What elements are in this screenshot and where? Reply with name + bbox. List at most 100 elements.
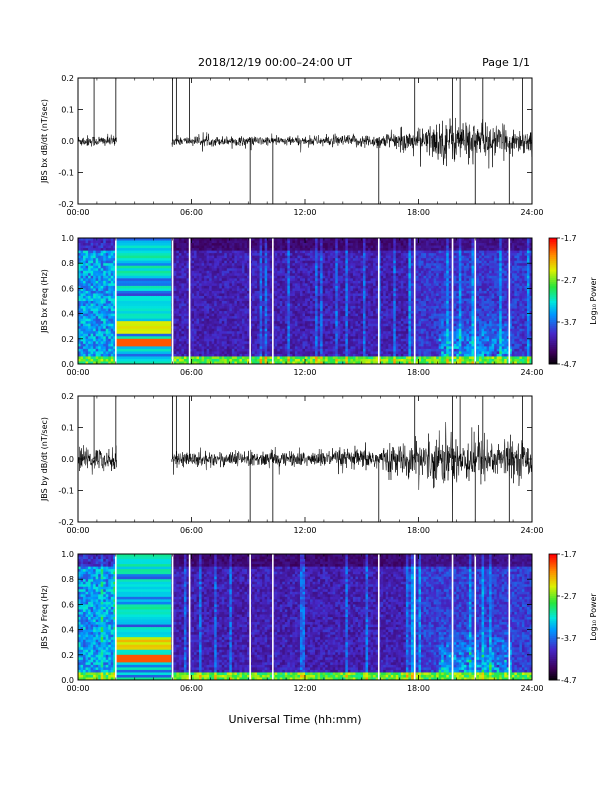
heatmap-cell — [305, 326, 308, 330]
heatmap-cell — [136, 361, 139, 365]
heatmap-cell — [307, 356, 311, 360]
heatmap-cell — [272, 308, 276, 312]
heatmap-cell — [289, 253, 293, 257]
heatmap-cell — [264, 358, 268, 362]
heatmap-cell — [103, 343, 107, 347]
heatmap-cell — [148, 245, 152, 249]
heatmap-cell — [320, 298, 324, 302]
heatmap-cell — [199, 316, 202, 320]
heatmap-cell — [191, 268, 195, 272]
heatmap-cell — [219, 288, 223, 292]
heatmap-cell — [224, 313, 228, 317]
heatmap-cell — [224, 260, 228, 264]
heatmap-cell — [173, 260, 177, 264]
heatmap-cell — [156, 308, 160, 312]
heatmap-cell — [133, 321, 137, 325]
heatmap-cell — [146, 338, 150, 342]
heatmap-cell — [224, 326, 228, 330]
heatmap-cell — [115, 326, 119, 330]
heatmap-cell — [206, 316, 210, 320]
heatmap-cell — [274, 258, 278, 262]
heatmap-cell — [100, 346, 104, 350]
heatmap-cell — [98, 245, 102, 249]
heatmap-cell — [110, 333, 114, 337]
heatmap-cell — [133, 326, 137, 330]
heatmap-cell — [153, 308, 157, 312]
heatmap-cell — [78, 285, 81, 289]
heatmap-cell — [297, 358, 301, 362]
heatmap-cell — [299, 285, 303, 289]
heatmap-cell — [239, 321, 243, 325]
heatmap-cell — [181, 316, 185, 320]
heatmap-cell — [267, 270, 271, 274]
heatmap-cell — [90, 245, 94, 249]
heatmap-cell — [110, 248, 114, 251]
heatmap-cell — [239, 346, 243, 350]
heatmap-cell — [244, 268, 248, 272]
heatmap-cell — [292, 328, 296, 332]
heatmap-cell — [221, 265, 225, 269]
heatmap-cell — [136, 260, 139, 264]
heatmap-cell — [85, 270, 89, 274]
heatmap-cell — [153, 255, 157, 259]
heatmap-cell — [259, 255, 263, 259]
heatmap-cell — [307, 331, 311, 335]
heatmap-cell — [219, 273, 223, 277]
heatmap-cell — [297, 308, 301, 312]
heatmap-cell — [219, 333, 223, 337]
heatmap-cell — [95, 240, 99, 244]
heatmap-cell — [234, 313, 238, 317]
heatmap-cell — [188, 338, 192, 342]
heatmap-cell — [110, 238, 114, 241]
heatmap-cell — [307, 248, 311, 251]
heatmap-cell — [105, 343, 109, 347]
heatmap-cell — [115, 273, 119, 277]
heatmap-cell — [148, 336, 152, 340]
heatmap-cell — [78, 333, 81, 337]
heatmap-cell — [312, 240, 316, 244]
heatmap-cell — [141, 263, 144, 267]
heatmap-cell — [78, 303, 81, 307]
heatmap-cell — [297, 333, 301, 337]
heatmap-cell — [320, 338, 324, 342]
heatmap-cell — [221, 343, 225, 347]
heatmap-cell — [269, 295, 273, 299]
heatmap-cell — [100, 301, 104, 304]
heatmap-cell — [224, 250, 228, 254]
y-tick-label: -0.1 — [58, 169, 74, 178]
heatmap-cell — [246, 336, 250, 340]
heatmap-cell — [110, 278, 114, 282]
heatmap-cell — [209, 323, 213, 327]
heatmap-cell — [254, 356, 258, 360]
heatmap-cell — [181, 250, 185, 254]
heatmap-cell — [267, 361, 271, 365]
heatmap-cell — [130, 298, 134, 302]
heatmap-cell — [128, 268, 132, 272]
heatmap-cell — [113, 303, 117, 307]
heatmap-cell — [226, 253, 230, 257]
heatmap-cell — [244, 361, 248, 365]
heatmap-cell — [292, 343, 296, 347]
heatmap-cell — [252, 295, 255, 299]
heatmap-cell — [108, 260, 112, 264]
heatmap-cell — [83, 348, 86, 352]
heatmap-cell — [315, 346, 319, 350]
heatmap-cell — [259, 308, 263, 312]
heatmap-cell — [103, 240, 107, 244]
heatmap-cell — [153, 326, 157, 330]
heatmap-cell — [236, 250, 240, 254]
heatmap-cell — [269, 323, 273, 327]
heatmap-cell — [181, 238, 185, 241]
heatmap-cell — [108, 290, 112, 294]
heatmap-cell — [257, 361, 260, 365]
heatmap-cell — [188, 280, 192, 284]
heatmap-cell — [241, 298, 245, 302]
heatmap-cell — [239, 303, 243, 307]
heatmap-cell — [204, 283, 208, 287]
heatmap-cell — [186, 333, 190, 337]
heatmap-cell — [320, 283, 324, 287]
heatmap-cell — [90, 240, 94, 244]
heatmap-cell — [277, 351, 281, 355]
heatmap-cell — [305, 351, 308, 355]
heatmap-cell — [110, 298, 114, 302]
